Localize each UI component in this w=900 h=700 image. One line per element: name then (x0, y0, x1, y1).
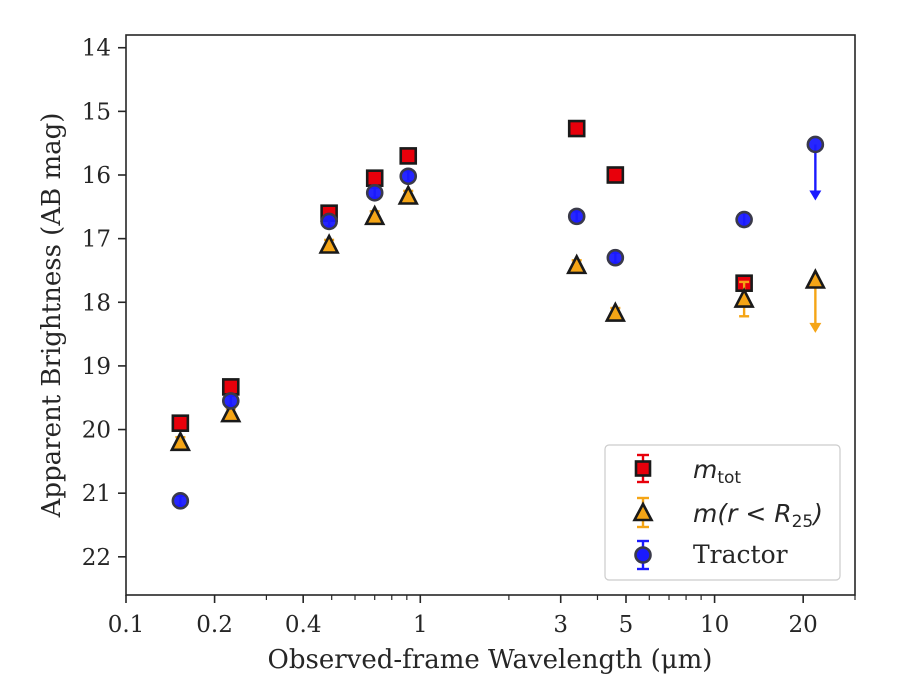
square-marker (567, 119, 586, 138)
x-tick-label: 5 (619, 612, 634, 638)
data-point-square (399, 147, 418, 165)
circle-marker (399, 167, 418, 186)
data-point-triangle (364, 204, 386, 226)
triangle-marker (318, 233, 340, 254)
data-point-circle (567, 207, 586, 226)
x-tick-label: 20 (789, 612, 818, 638)
y-tick-label: 18 (82, 290, 111, 316)
x-tick-label: 3 (553, 612, 568, 638)
circle-marker (365, 184, 384, 202)
y-tick-label: 19 (82, 354, 111, 380)
triangle-marker (604, 301, 626, 322)
data-point-triangle (318, 233, 340, 254)
square-marker (171, 414, 190, 432)
y-axis-ticks: 14 15 16 17 18 19 20 21 22 (82, 36, 126, 571)
y-tick-label: 14 (82, 36, 111, 62)
circle-marker (606, 248, 625, 267)
y-tick-label: 15 (82, 99, 111, 125)
square-marker (606, 166, 625, 184)
circle-marker (320, 212, 338, 231)
data-point-circle (320, 212, 338, 231)
circle-marker (567, 207, 586, 226)
data-point-triangle (169, 430, 191, 452)
x-axis-ticks: 0.1 0.2 0.4 1 3 5 10 20 (108, 595, 856, 638)
legend-marker-circle (634, 539, 652, 571)
legend-label-tractor: Tractor (693, 540, 788, 569)
legend-frame (604, 444, 841, 581)
circle-marker (221, 392, 240, 410)
legend-entry-mtot: mtot (634, 453, 741, 488)
square-marker (365, 169, 384, 187)
triangle-marker (169, 430, 191, 452)
y-tick-label: 16 (82, 163, 111, 189)
data-point-circle (365, 184, 384, 202)
x-axis-title: Observed-frame Wavelength (μm) (268, 645, 713, 675)
circle-marker (806, 135, 825, 154)
x-tick-label: 0.1 (108, 612, 145, 638)
legend-label-mtot: mtot (693, 455, 741, 488)
data-point-triangle (733, 280, 755, 318)
data-point-square (365, 169, 384, 187)
data-point-circle (221, 392, 240, 410)
triangle-marker (566, 253, 588, 275)
x-tick-label: 0.4 (285, 612, 322, 638)
upper-limit-arrow-head (809, 322, 822, 333)
data-point-circle (735, 210, 753, 229)
legend-entry-m-r-r25: m(r < R25) (632, 496, 823, 532)
triangle-marker (397, 184, 419, 205)
x-tick-label: 0.2 (196, 612, 233, 638)
triangle-marker (364, 204, 386, 226)
triangle-marker (733, 287, 755, 308)
upper-limit-arrow-head (809, 190, 822, 201)
data-point-square (606, 166, 625, 184)
plot-frame (125, 34, 856, 596)
triangle-marker (804, 268, 826, 289)
data-marks (169, 119, 826, 510)
legend: mtot m(r < R25) Tractor (604, 444, 841, 581)
y-tick-label: 20 (82, 418, 111, 444)
square-marker (399, 147, 418, 165)
legend-label-m-r: m(r < R25) (693, 499, 823, 532)
data-point-square (171, 414, 190, 432)
circle-marker (171, 492, 190, 510)
x-tick-label: 10 (700, 612, 729, 638)
axes (125, 34, 856, 596)
data-point-triangle (397, 184, 419, 205)
data-point-square (567, 119, 586, 138)
data-point-circle (399, 167, 418, 186)
legend-entry-tractor: Tractor (634, 539, 788, 571)
circle-marker (735, 210, 753, 229)
legend-marker-square (634, 453, 652, 484)
x-tick-label: 1 (413, 612, 428, 638)
data-point-circle (171, 492, 190, 510)
data-point-triangle (604, 301, 626, 322)
y-tick-label: 17 (82, 227, 111, 253)
triangle-marker (220, 401, 242, 423)
data-point-circle (606, 248, 625, 267)
legend-marker-triangle (632, 496, 654, 529)
y-tick-label: 22 (82, 545, 111, 571)
data-point-circle (806, 135, 825, 201)
y-tick-label: 21 (82, 481, 111, 507)
y-axis-title: Apparent Brightness (AB mag) (37, 113, 67, 519)
data-point-triangle (566, 253, 588, 275)
data-point-triangle (804, 268, 826, 333)
